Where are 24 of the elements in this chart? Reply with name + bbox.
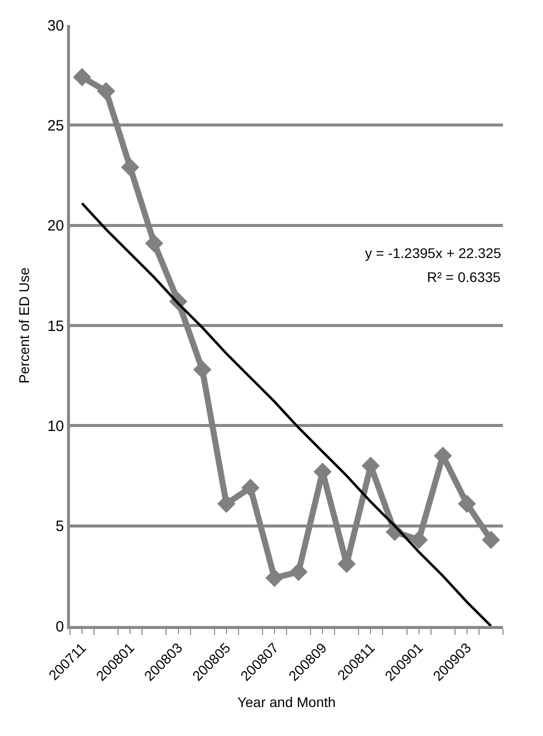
y-tick-label: 5	[56, 518, 64, 536]
y-tick-label: 10	[47, 418, 64, 435]
annotation: y = -1.2395x + 22.325	[365, 245, 502, 261]
x-axis-title: Year and Month	[237, 694, 336, 710]
y-tick-label: 15	[47, 318, 64, 335]
point	[72, 68, 92, 86]
point	[241, 478, 260, 497]
y-axis-title: Percent of ED Use	[16, 267, 32, 384]
point	[96, 82, 116, 100]
point	[410, 530, 428, 549]
point	[217, 494, 236, 513]
point	[265, 568, 284, 588]
point	[289, 562, 308, 582]
y-tick-label: 25	[47, 117, 64, 134]
point	[434, 446, 452, 465]
y-tick-label: 0	[56, 618, 64, 636]
point	[121, 158, 140, 176]
y-tick-label: 30	[47, 17, 64, 34]
point	[145, 234, 164, 252]
point	[193, 360, 212, 379]
annotation: R² = 0.6335	[427, 269, 501, 285]
point	[458, 494, 476, 513]
point	[482, 530, 500, 549]
y-tick-label: 20	[47, 218, 64, 235]
